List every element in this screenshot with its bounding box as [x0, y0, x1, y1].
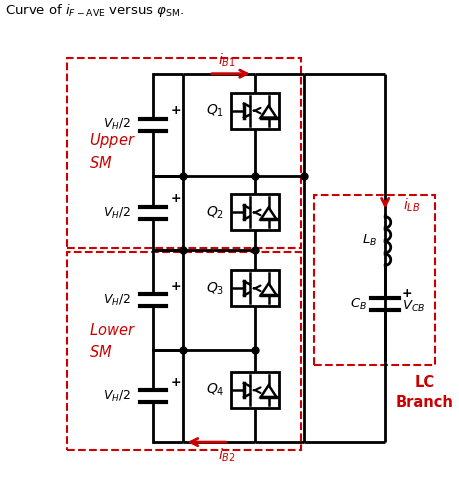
- Text: $Q_2$: $Q_2$: [206, 204, 224, 220]
- Text: $\it{SM}$: $\it{SM}$: [89, 344, 112, 360]
- Bar: [67, 252, 301, 450]
- Text: $\it{Lower}$: $\it{Lower}$: [89, 322, 135, 338]
- Text: $C_B$: $C_B$: [350, 297, 367, 312]
- Bar: [67, 58, 301, 248]
- Text: Branch: Branch: [395, 394, 453, 409]
- Polygon shape: [260, 106, 276, 118]
- Bar: [230, 372, 278, 408]
- Text: $V_H/2$: $V_H/2$: [102, 206, 130, 220]
- Polygon shape: [260, 284, 276, 296]
- Bar: [230, 194, 278, 230]
- Polygon shape: [260, 385, 276, 397]
- Text: LC: LC: [414, 374, 434, 390]
- Text: Curve of $i_{F-\mathrm{AVE}}$ versus $\varphi_{\mathrm{SM}}$.: Curve of $i_{F-\mathrm{AVE}}$ versus $\v…: [5, 2, 184, 20]
- Text: $Q_4$: $Q_4$: [206, 382, 224, 398]
- Text: $V_H/2$: $V_H/2$: [102, 117, 130, 132]
- Text: +: +: [401, 287, 412, 300]
- Text: $\it{Upper}$: $\it{Upper}$: [89, 131, 135, 150]
- Text: $i_{B2}$: $i_{B2}$: [217, 446, 235, 464]
- Bar: [230, 270, 278, 306]
- Text: $i_{LB}$: $i_{LB}$: [402, 197, 420, 214]
- Text: $i_{B1}$: $i_{B1}$: [217, 52, 235, 70]
- Bar: [230, 92, 278, 128]
- Text: $V_H/2$: $V_H/2$: [102, 293, 130, 308]
- Text: $Q_1$: $Q_1$: [206, 102, 224, 119]
- Text: +: +: [170, 376, 181, 388]
- Bar: [313, 196, 434, 365]
- Polygon shape: [260, 208, 276, 220]
- Text: $Q_3$: $Q_3$: [206, 280, 224, 296]
- Text: +: +: [170, 192, 181, 205]
- Text: $V_{CB}$: $V_{CB}$: [401, 299, 425, 314]
- Text: +: +: [170, 280, 181, 293]
- Text: $L_B$: $L_B$: [361, 233, 376, 248]
- Text: $\it{SM}$: $\it{SM}$: [89, 154, 112, 170]
- Text: +: +: [170, 104, 181, 117]
- Text: $V_H/2$: $V_H/2$: [102, 388, 130, 404]
